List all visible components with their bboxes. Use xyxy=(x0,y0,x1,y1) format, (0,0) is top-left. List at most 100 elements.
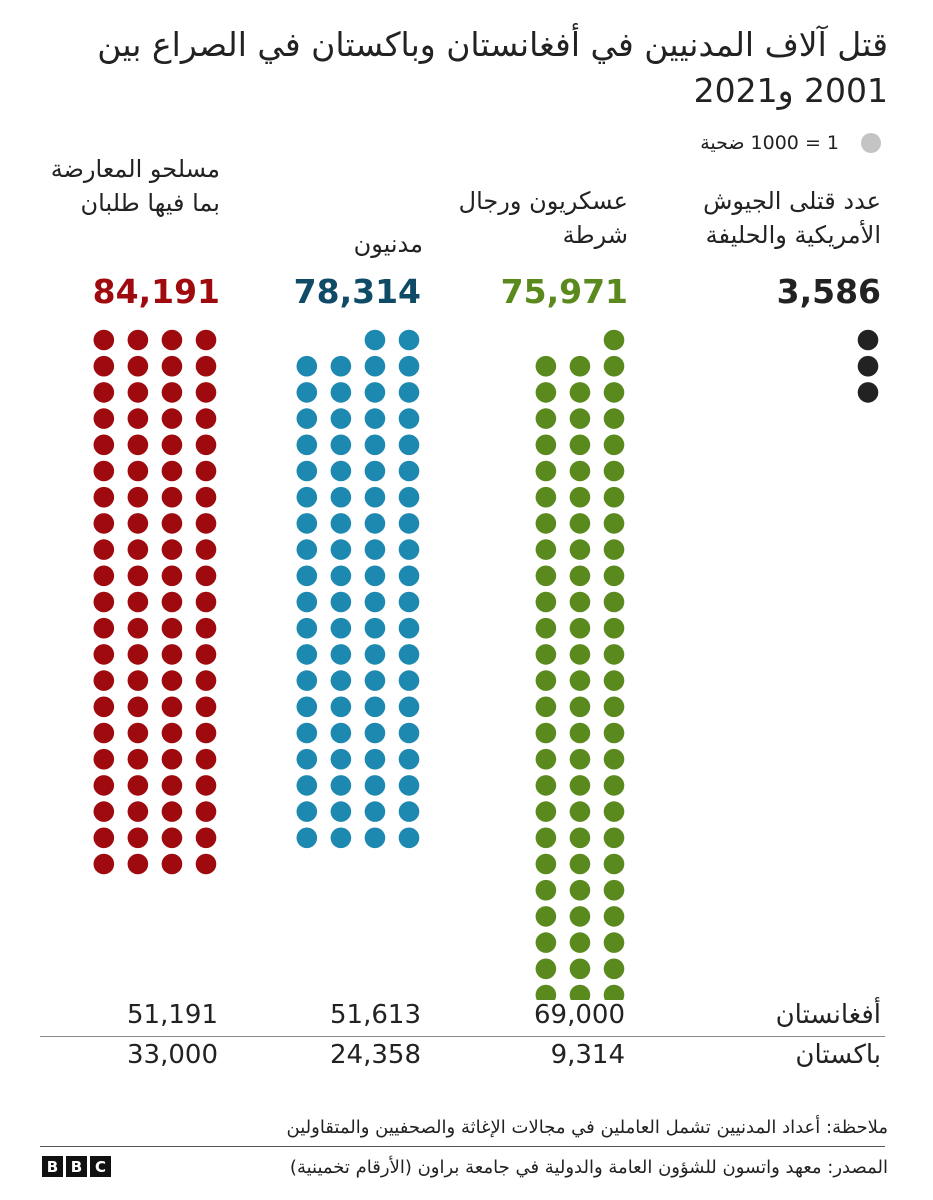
dot-mark xyxy=(296,513,318,534)
dot-mark xyxy=(398,775,420,796)
dot-mark xyxy=(569,355,591,377)
dot-mark xyxy=(127,460,149,482)
dot-mark xyxy=(330,748,352,770)
dot-mark xyxy=(93,748,115,770)
dot-mark xyxy=(330,460,352,482)
dot-mark xyxy=(127,644,149,665)
dot-mark xyxy=(569,382,591,403)
dot-mark xyxy=(364,748,386,770)
value-opposition-afghanistan: 51,191 xyxy=(127,1000,218,1030)
dot-mark xyxy=(195,382,217,403)
dot-mark xyxy=(195,591,217,613)
dot-mark xyxy=(535,644,557,665)
dot-mark xyxy=(330,382,352,403)
dot-mark xyxy=(535,775,557,796)
dot-mark xyxy=(127,670,149,691)
dot-mark xyxy=(296,801,318,822)
value-opposition-pakistan: 33,000 xyxy=(127,1040,218,1070)
dot-mark xyxy=(398,722,420,744)
dot-mark xyxy=(569,513,591,534)
dot-mark xyxy=(398,827,420,849)
dot-mark xyxy=(93,434,115,456)
dot-mark xyxy=(93,565,115,587)
dot-mark xyxy=(330,696,352,718)
dot-mark xyxy=(364,408,386,429)
dot-mark xyxy=(296,355,318,377)
dot-mark xyxy=(364,486,386,508)
dot-mark xyxy=(195,670,217,691)
value-military-afghanistan: 69,000 xyxy=(534,1000,625,1030)
dot-mark xyxy=(127,617,149,639)
dot-mark xyxy=(535,434,557,456)
dot-mark xyxy=(535,408,557,429)
dot-mark xyxy=(93,539,115,560)
dot-mark xyxy=(569,460,591,482)
logo-letter: C xyxy=(90,1156,111,1177)
dot-mark xyxy=(535,670,557,691)
dot-mark xyxy=(330,486,352,508)
dot-mark xyxy=(603,932,625,953)
dot-mark xyxy=(93,460,115,482)
dot-mark xyxy=(93,722,115,744)
dot-mark xyxy=(398,591,420,613)
dot-mark xyxy=(93,644,115,665)
dot-mark xyxy=(93,775,115,796)
dot-mark xyxy=(398,329,420,351)
dot-mark xyxy=(603,539,625,560)
dot-mark xyxy=(398,539,420,560)
dot-mark xyxy=(569,434,591,456)
dot-mark xyxy=(330,644,352,665)
dot-mark xyxy=(398,644,420,665)
dot-mark xyxy=(603,853,625,875)
row-label-afghanistan: أفغانستان xyxy=(775,1000,881,1030)
dot-mark xyxy=(857,382,879,403)
category-label-civilians: مدنيون xyxy=(353,230,423,258)
dot-mark xyxy=(296,565,318,587)
dot-mark xyxy=(603,408,625,429)
dot-mark xyxy=(93,853,115,875)
dot-mark xyxy=(296,775,318,796)
dot-mark xyxy=(161,539,183,560)
dot-mark xyxy=(195,775,217,796)
dot-mark xyxy=(364,355,386,377)
dot-mark xyxy=(603,984,625,1000)
value-civilians-afghanistan: 51,613 xyxy=(330,1000,421,1030)
dot-mark xyxy=(330,801,352,822)
pictogram-dots xyxy=(93,329,879,1000)
dot-mark xyxy=(127,591,149,613)
dot-mark xyxy=(127,408,149,429)
dot-mark xyxy=(296,486,318,508)
dot-mark xyxy=(161,644,183,665)
dot-mark xyxy=(398,434,420,456)
dot-mark xyxy=(296,696,318,718)
dot-mark xyxy=(569,617,591,639)
dot-mark xyxy=(161,827,183,849)
dot-mark xyxy=(569,827,591,849)
dot-mark xyxy=(569,906,591,927)
dot-mark xyxy=(161,748,183,770)
table-divider xyxy=(40,1036,885,1037)
dot-mark xyxy=(195,355,217,377)
dot-mark xyxy=(195,408,217,429)
dot-mark xyxy=(161,408,183,429)
dot-mark xyxy=(569,775,591,796)
dot-mark xyxy=(535,984,557,1000)
dot-mark xyxy=(398,696,420,718)
dot-mark xyxy=(296,827,318,849)
dot-mark xyxy=(127,827,149,849)
dot-mark xyxy=(127,748,149,770)
dot-mark xyxy=(535,617,557,639)
dot-mark xyxy=(364,775,386,796)
dot-mark xyxy=(161,382,183,403)
dot-mark xyxy=(161,591,183,613)
dot-mark xyxy=(535,355,557,377)
dot-mark xyxy=(195,617,217,639)
dot-mark xyxy=(93,591,115,613)
dot-mark xyxy=(535,853,557,875)
dot-mark xyxy=(569,932,591,953)
dot-mark xyxy=(364,617,386,639)
dot-mark xyxy=(603,617,625,639)
dot-mark xyxy=(535,722,557,744)
dot-mark xyxy=(93,617,115,639)
dot-mark xyxy=(195,722,217,744)
